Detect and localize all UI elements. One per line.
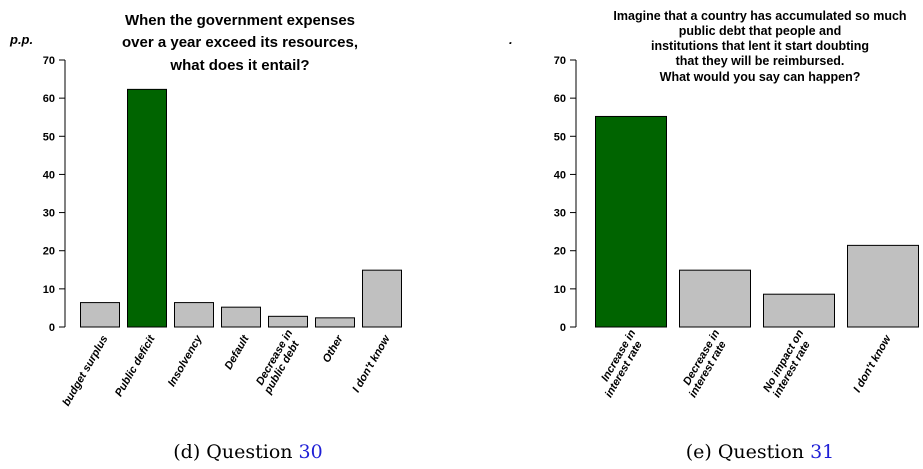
y-tick-label: 10	[554, 284, 566, 296]
y-tick-label: 70	[554, 55, 566, 67]
category-label: Default	[223, 332, 253, 371]
bar	[174, 302, 214, 328]
category-label: Other	[321, 333, 346, 365]
caption-prefix: (d) Question	[173, 441, 298, 463]
y-unit-label: p.p.	[9, 32, 33, 47]
bar	[362, 269, 402, 328]
caption-question-link: 30	[299, 441, 323, 463]
y-tick-label: 60	[554, 93, 566, 105]
y-unit-label: .	[509, 32, 513, 47]
chart-1: When the government expenses over a year …	[9, 12, 402, 463]
caption-prefix: (e) Question	[686, 441, 810, 463]
chart-title-line: Imagine that a country has accumulated s…	[613, 9, 906, 23]
chart-title-line: When the government expenses	[125, 12, 355, 29]
bar	[268, 315, 308, 328]
bar	[847, 244, 919, 328]
y-tick-label: 50	[554, 131, 566, 143]
figure-caption: (d) Question 30	[173, 441, 322, 463]
bar	[221, 306, 261, 328]
y-tick-label: 20	[43, 246, 55, 258]
category-label: Insolvency	[166, 333, 205, 389]
chart-title-line: that they will be reimbursed.	[676, 54, 845, 68]
bar	[595, 115, 667, 328]
bar	[763, 293, 835, 328]
bar	[679, 269, 751, 328]
y-tick-label: 40	[43, 169, 55, 181]
chart-title-line: public debt that people and	[679, 24, 842, 38]
caption-question-link: 31	[810, 441, 834, 463]
category-label: Public deficit	[113, 332, 158, 398]
y-tick-label: 50	[43, 131, 55, 143]
y-tick-label: 60	[43, 93, 55, 105]
y-tick-label: 30	[554, 208, 566, 220]
y-tick-label: 20	[554, 246, 566, 258]
category-label: I don't know	[851, 332, 894, 394]
y-tick-label: 10	[43, 284, 55, 296]
bar	[80, 302, 120, 328]
figure-caption: (e) Question 31	[686, 441, 835, 463]
y-tick-label: 70	[43, 55, 55, 67]
y-tick-label: 30	[43, 208, 55, 220]
category-label: budget surplus	[60, 334, 110, 409]
y-tick-label: 0	[49, 322, 55, 334]
category-label: I don't know	[350, 332, 393, 394]
chart-2: Imagine that a country has accumulated s…	[509, 9, 919, 463]
y-tick-label: 0	[560, 322, 566, 334]
bar	[127, 88, 167, 328]
bar	[315, 317, 355, 328]
chart-title-line: what does it entail?	[169, 57, 309, 74]
chart-title-line: institutions that lent it start doubting	[651, 39, 869, 53]
chart-title-line: What would you say can happen?	[660, 70, 861, 84]
y-tick-label: 40	[554, 169, 566, 181]
chart-title-line: over a year exceed its resources,	[122, 34, 358, 51]
